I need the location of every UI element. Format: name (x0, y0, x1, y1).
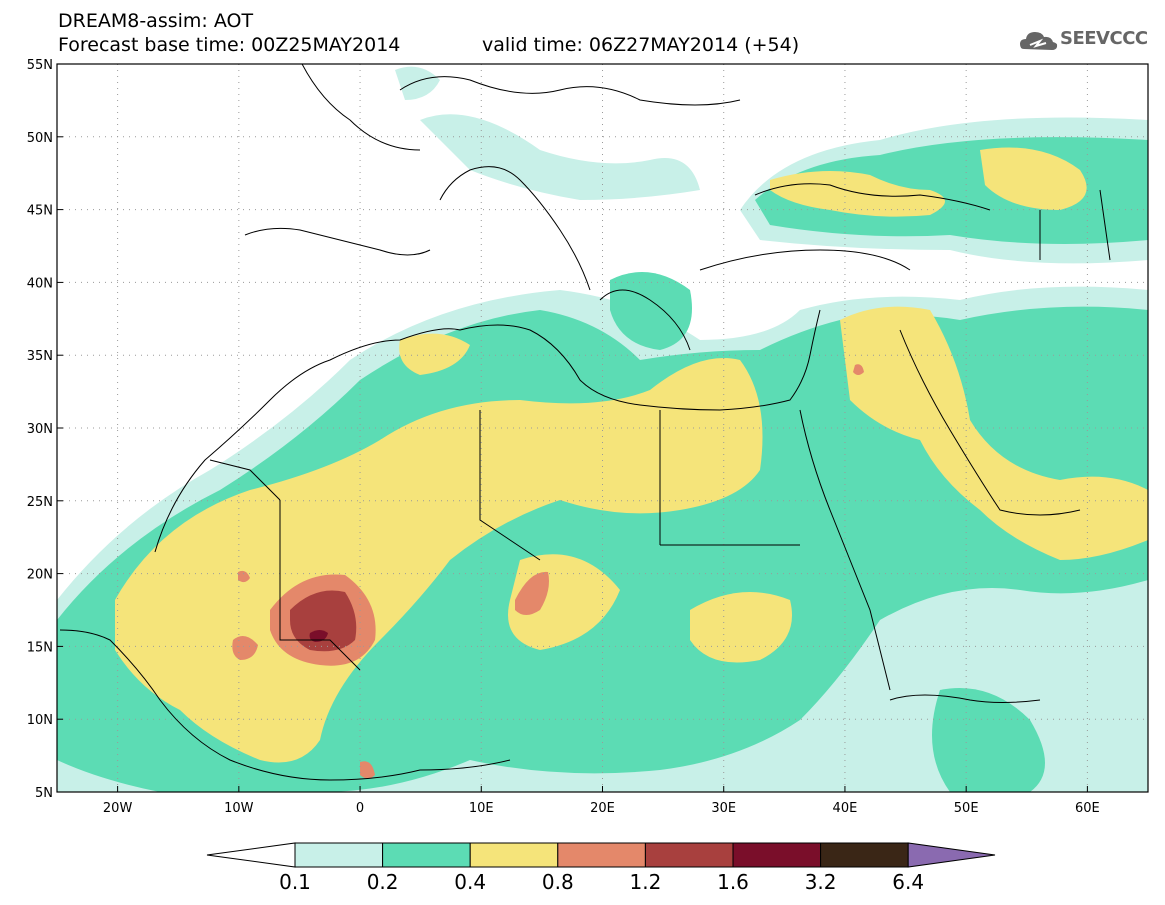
map-title: DREAM8-assim: AOT (58, 10, 254, 32)
colorbar (206, 842, 996, 868)
forecast-base-time: Forecast base time: 00Z25MAY2014 (58, 34, 401, 56)
colorbar-segment (382, 842, 471, 868)
lat-label-15N: 15N (27, 640, 53, 655)
colorbar-label: 3.2 (804, 870, 837, 894)
colorbar-over-arrow (907, 842, 996, 868)
colorbar-segment (820, 842, 909, 868)
colorbar-label: 1.6 (717, 870, 749, 894)
lat-label-55N: 55N (27, 58, 53, 73)
aot-level-1-6 (309, 630, 328, 642)
cloud-logo-icon (1020, 32, 1058, 50)
valid-time: valid time: 06Z27MAY2014 (+54) (482, 34, 800, 56)
lat-label-45N: 45N (27, 204, 53, 219)
aot-level-0-4 (115, 147, 1148, 763)
lat-label-35N: 35N (27, 349, 53, 364)
colorbar-under-arrow (206, 842, 296, 868)
lon-label-20E: 20E (590, 801, 615, 816)
lon-label-60E: 60E (1075, 801, 1100, 816)
colorbar-label: 0.4 (454, 870, 487, 894)
lat-label-5N: 5N (35, 786, 53, 801)
latitude-tick-labels: 55N 50N 45N 40N 35N 30N 25N 20N 15N 10N 5N (27, 58, 63, 801)
colorbar-segment (557, 842, 646, 868)
colorbar-label: 0.1 (279, 870, 311, 894)
lat-label-40N: 40N (27, 276, 53, 291)
colorbar-segment (469, 842, 559, 868)
lat-label-25N: 25N (27, 495, 53, 510)
coastlines (59, 64, 1111, 781)
colorbar-label: 1.2 (629, 870, 662, 894)
lon-label-0: 0 (356, 801, 364, 816)
lon-label-30E: 30E (711, 801, 736, 816)
lon-label-10W: 10W (224, 801, 254, 816)
colorbar-label: 0.8 (541, 870, 574, 894)
colorbar-segment (732, 842, 822, 868)
lat-label-50N: 50N (27, 131, 53, 146)
graticule (57, 64, 1148, 792)
lat-label-10N: 10N (27, 713, 53, 728)
colorbar-label: 6.4 (892, 870, 925, 894)
logo-text: SEEVCCC (1060, 28, 1148, 49)
colorbar-segment (644, 842, 734, 868)
colorbar-segment (294, 842, 384, 868)
lat-label-20N: 20N (27, 568, 53, 583)
lon-label-10E: 10E (469, 801, 494, 816)
lon-label-20W: 20W (103, 801, 133, 816)
colorbar-label: 0.2 (366, 870, 399, 894)
lon-label-40E: 40E (833, 801, 858, 816)
longitude-tick-labels: 20W 10W 0 10E 20E 30E 40E 50E 60E (103, 786, 1100, 816)
aot-level-1-2 (290, 590, 357, 652)
lon-label-50E: 50E (954, 801, 979, 816)
lat-label-30N: 30N (27, 422, 53, 437)
